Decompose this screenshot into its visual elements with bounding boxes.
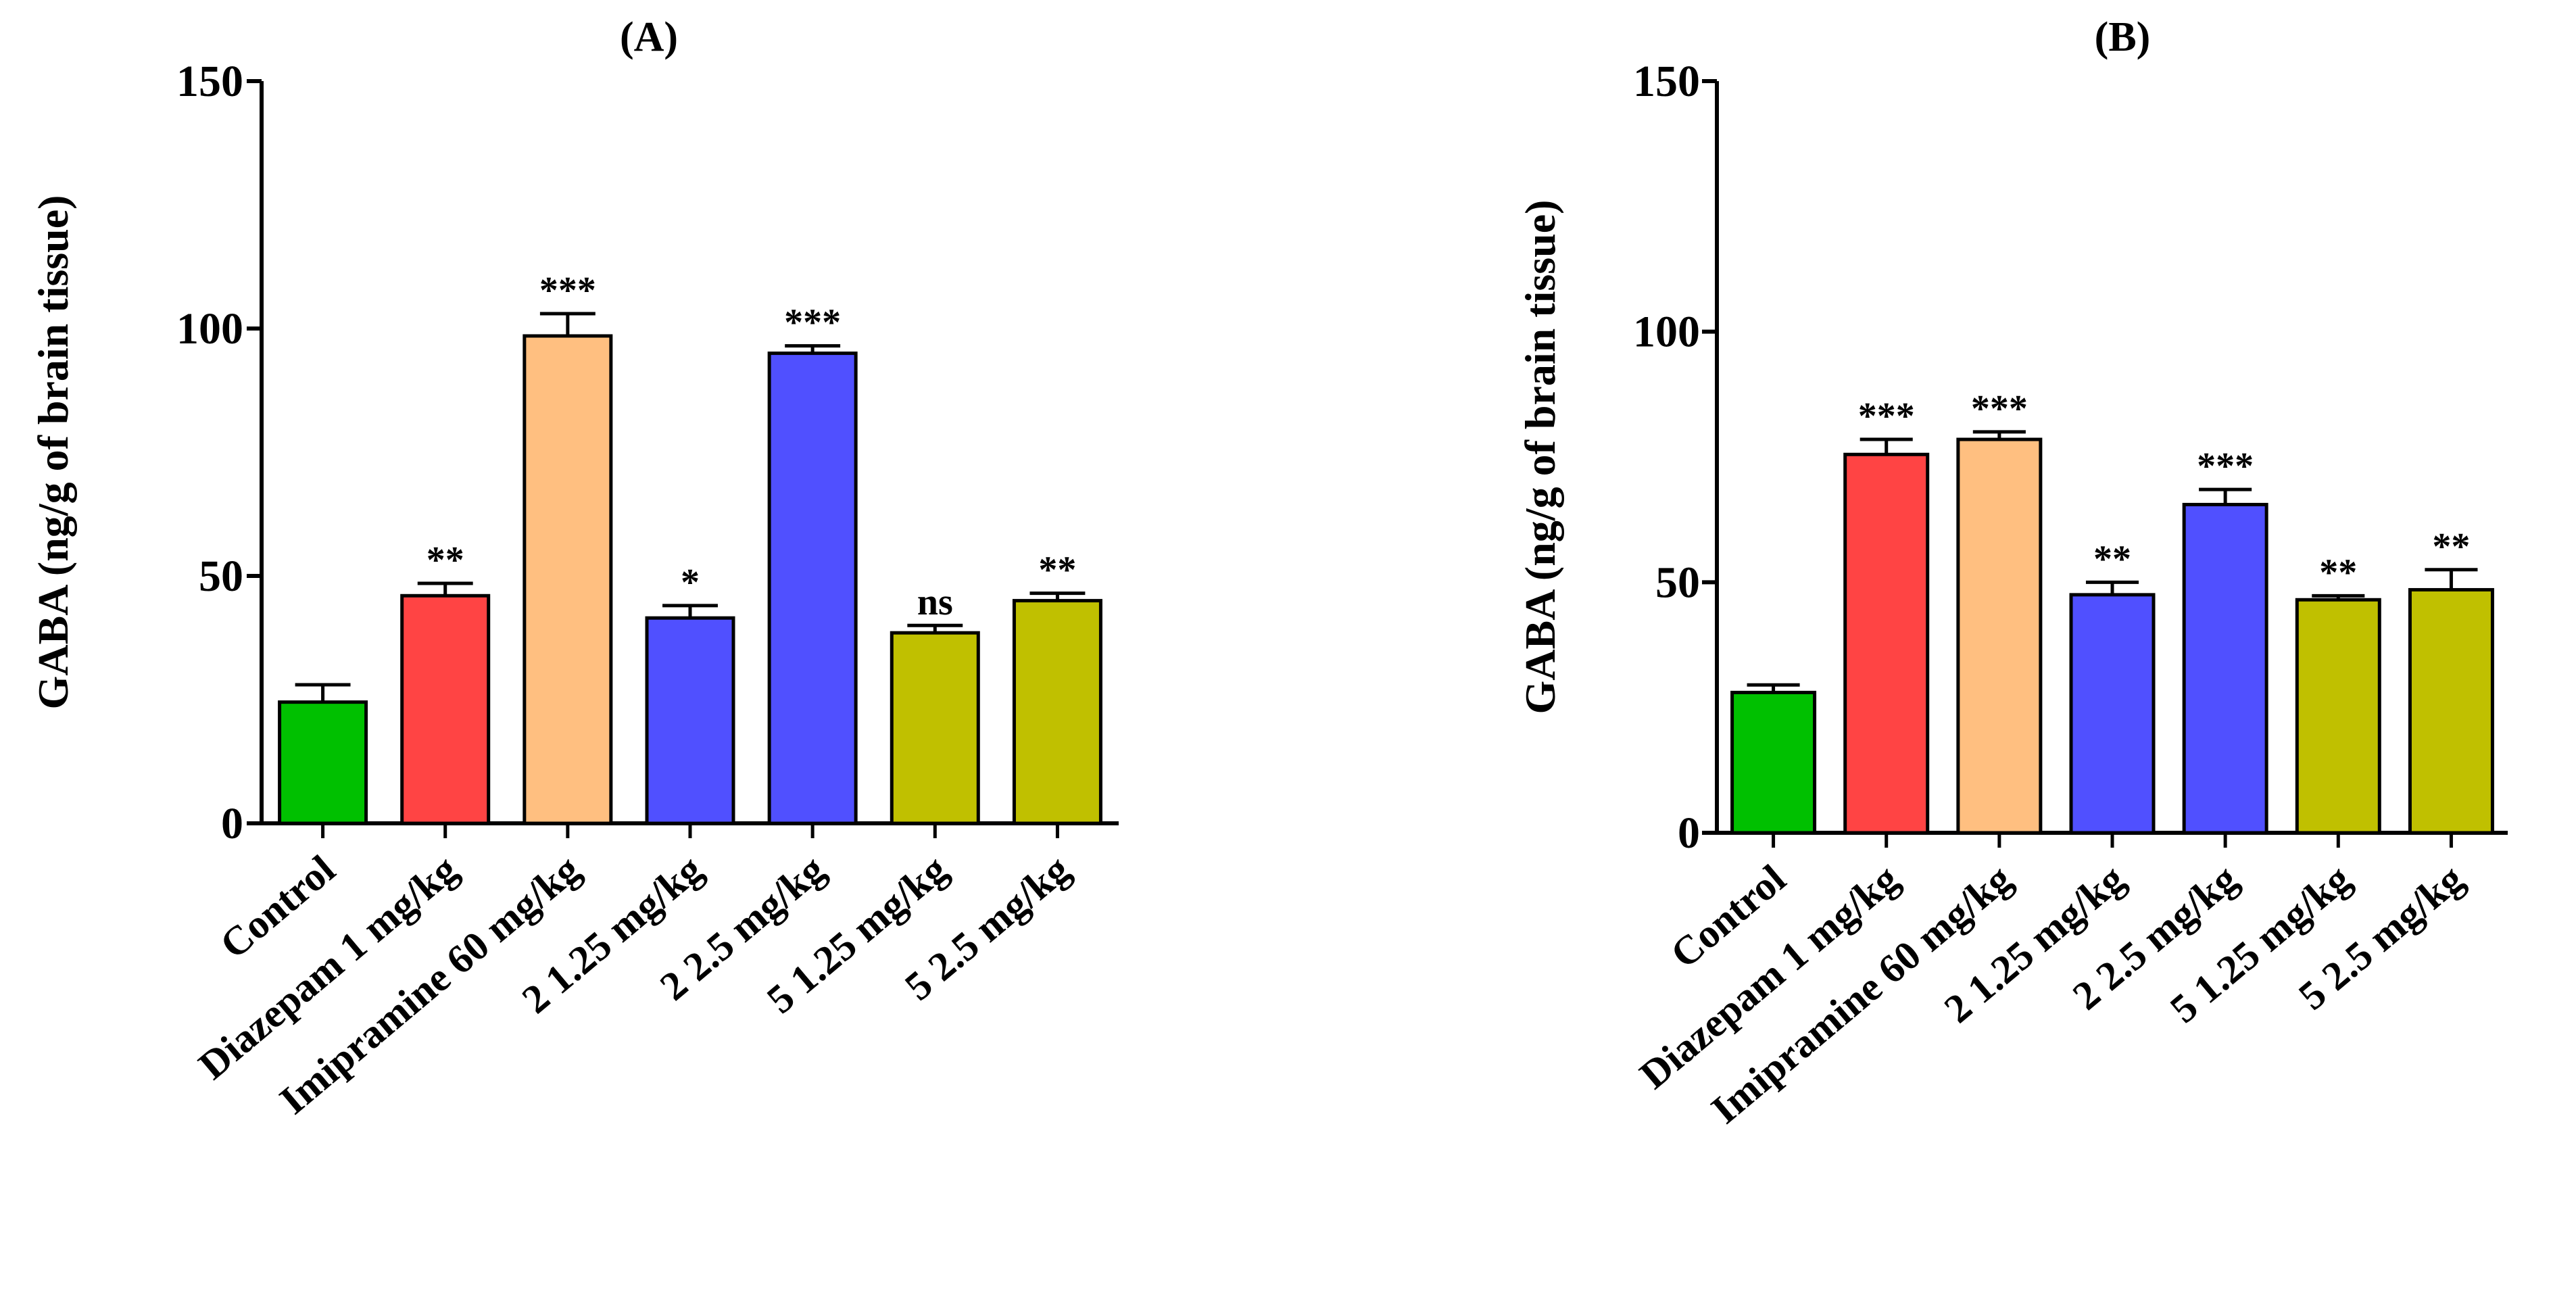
bar — [1843, 452, 1930, 835]
chart-panel-a: (A)GABA (ng/g of brain tissue)050100150C… — [29, 14, 1119, 1123]
significance-label: ** — [427, 539, 464, 581]
bar — [2069, 593, 2156, 835]
bar — [1956, 437, 2043, 835]
significance-label: *** — [784, 302, 841, 344]
y-axis-label: GABA (ng/g of brain tissue) — [29, 195, 77, 710]
y-tick-label: 100 — [176, 304, 243, 354]
bar — [1730, 690, 1817, 835]
significance-label: ** — [1038, 550, 1076, 591]
significance-label: *** — [1971, 388, 2028, 430]
significance-label: ** — [2093, 538, 2131, 580]
chart-panel-b: (B)GABA (ng/g of brain tissue)050100150C… — [1516, 14, 2508, 1132]
significance-label: ** — [2432, 526, 2470, 568]
bar — [2408, 587, 2494, 835]
y-tick-label: 100 — [1633, 308, 1700, 357]
y-tick-label: 0 — [221, 799, 243, 848]
bar — [2295, 598, 2381, 835]
y-tick-label: 50 — [199, 552, 243, 601]
bar — [400, 594, 491, 825]
significance-label: * — [681, 562, 700, 604]
bar — [523, 334, 613, 825]
bar — [645, 616, 735, 825]
bar — [278, 700, 368, 825]
bar — [890, 631, 980, 825]
y-axis-label: GABA (ng/g of brain tissue) — [1516, 200, 1564, 714]
bar — [1012, 599, 1102, 825]
chart-title: (A) — [620, 14, 678, 60]
bar — [767, 352, 858, 825]
significance-label: *** — [539, 270, 596, 312]
y-tick-label: 150 — [1633, 57, 1700, 106]
significance-label: *** — [1858, 395, 1915, 437]
significance-label: *** — [2197, 445, 2254, 487]
bar — [2182, 502, 2268, 835]
significance-label: ** — [2319, 552, 2357, 594]
significance-label: ns — [917, 581, 953, 623]
y-tick-label: 150 — [176, 57, 243, 106]
y-tick-label: 50 — [1655, 558, 1700, 607]
chart-title: (B) — [2095, 14, 2151, 60]
y-tick-label: 0 — [1678, 808, 1700, 858]
